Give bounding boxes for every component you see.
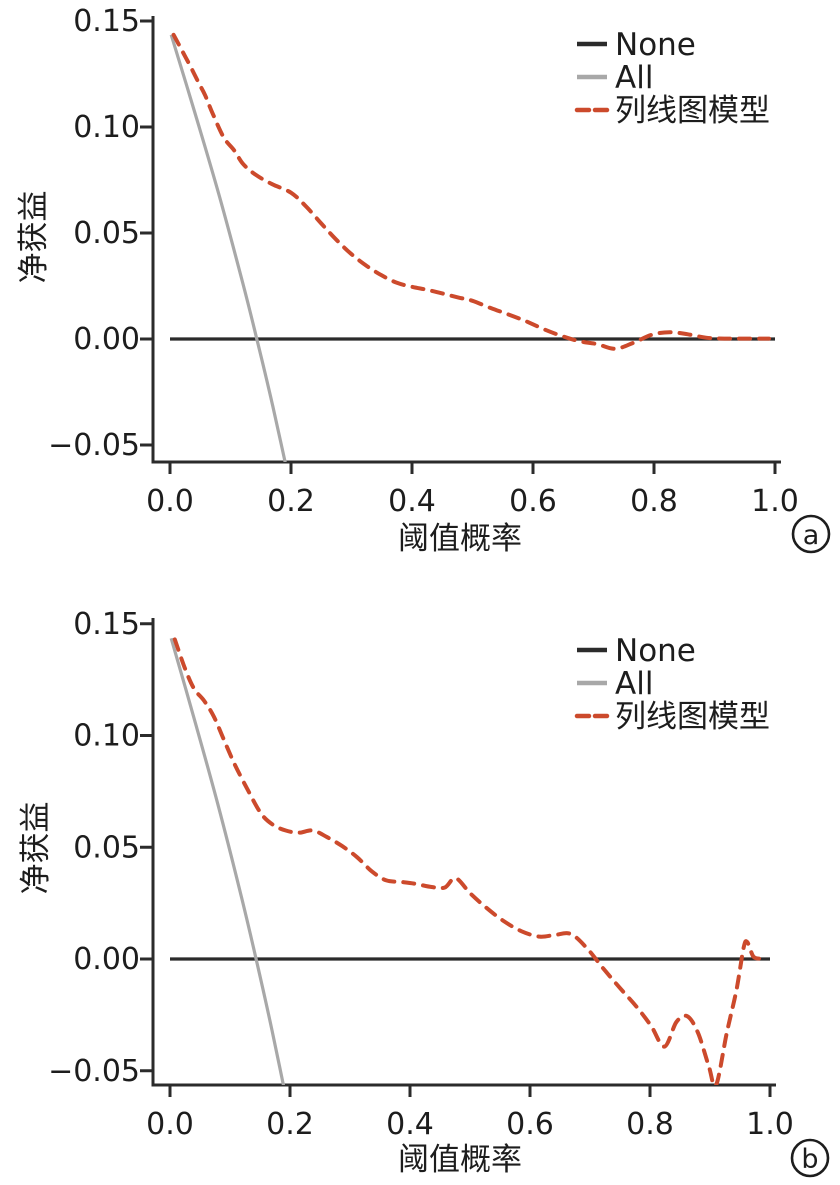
y-tick-label: 0.10 [73,110,140,145]
y-tick-label: 0.00 [73,942,140,977]
panel-a-chart: 0.0 0.2 0.4 0.6 0.8 1.0 0.15 0.10 0.05 0.00 −0.05 阈… [16,4,831,557]
x-tick-label: 0.2 [266,1107,314,1142]
x-tick-label: 0.8 [626,1107,674,1142]
x-tick-label: 0.2 [267,484,315,519]
y-axis-title: 净获益 [18,802,54,895]
legend-label-model: 列线图模型 [615,93,770,129]
y-tick-label: 0.00 [73,322,140,357]
series-all-line [169,34,287,462]
panel-badge-circle [790,1138,830,1178]
x-tick-label: 0.6 [506,1107,554,1142]
legend-label-all: All [615,666,653,702]
legend-label-none: None [615,633,696,669]
x-tick-label: 1.0 [746,1107,794,1142]
y-tick-label: 0.05 [73,830,140,865]
y-tick-label: 0.15 [73,4,140,39]
panel-badge-letter: b [801,1144,818,1175]
x-tick-label: 0.0 [146,484,194,519]
y-tick-label: 0.15 [73,607,140,642]
panel-badge-letter: a [803,520,820,551]
y-tick-label: 0.10 [73,719,140,754]
legend-label-none: None [615,27,696,63]
series-model-line [172,637,768,1085]
y-tick-label: −0.05 [48,1054,140,1089]
x-tick-label: 0.0 [146,1107,194,1142]
series-all-line [169,637,286,1085]
y-tick-label: 0.05 [73,216,140,251]
x-axis-title: 阈值概率 [398,521,522,557]
x-tick-label: 1.0 [751,484,799,519]
legend-label-all: All [615,60,653,96]
panel-badge-circle [791,514,831,554]
legend-label-model: 列线图模型 [615,699,770,735]
x-tick-label: 0.4 [388,484,436,519]
x-tick-label: 0.6 [509,484,557,519]
x-tick-label: 0.4 [386,1107,434,1142]
y-tick-label: −0.05 [48,428,140,463]
x-tick-label: 0.8 [630,484,678,519]
series-model-line [171,32,771,351]
y-axis-title: 净获益 [16,191,52,284]
x-axis-title: 阈值概率 [398,1142,522,1178]
panel-b-chart: 0.0 0.2 0.4 0.6 0.8 1.0 0.15 0.10 0.05 0.00 −0.05 阈… [18,607,830,1178]
